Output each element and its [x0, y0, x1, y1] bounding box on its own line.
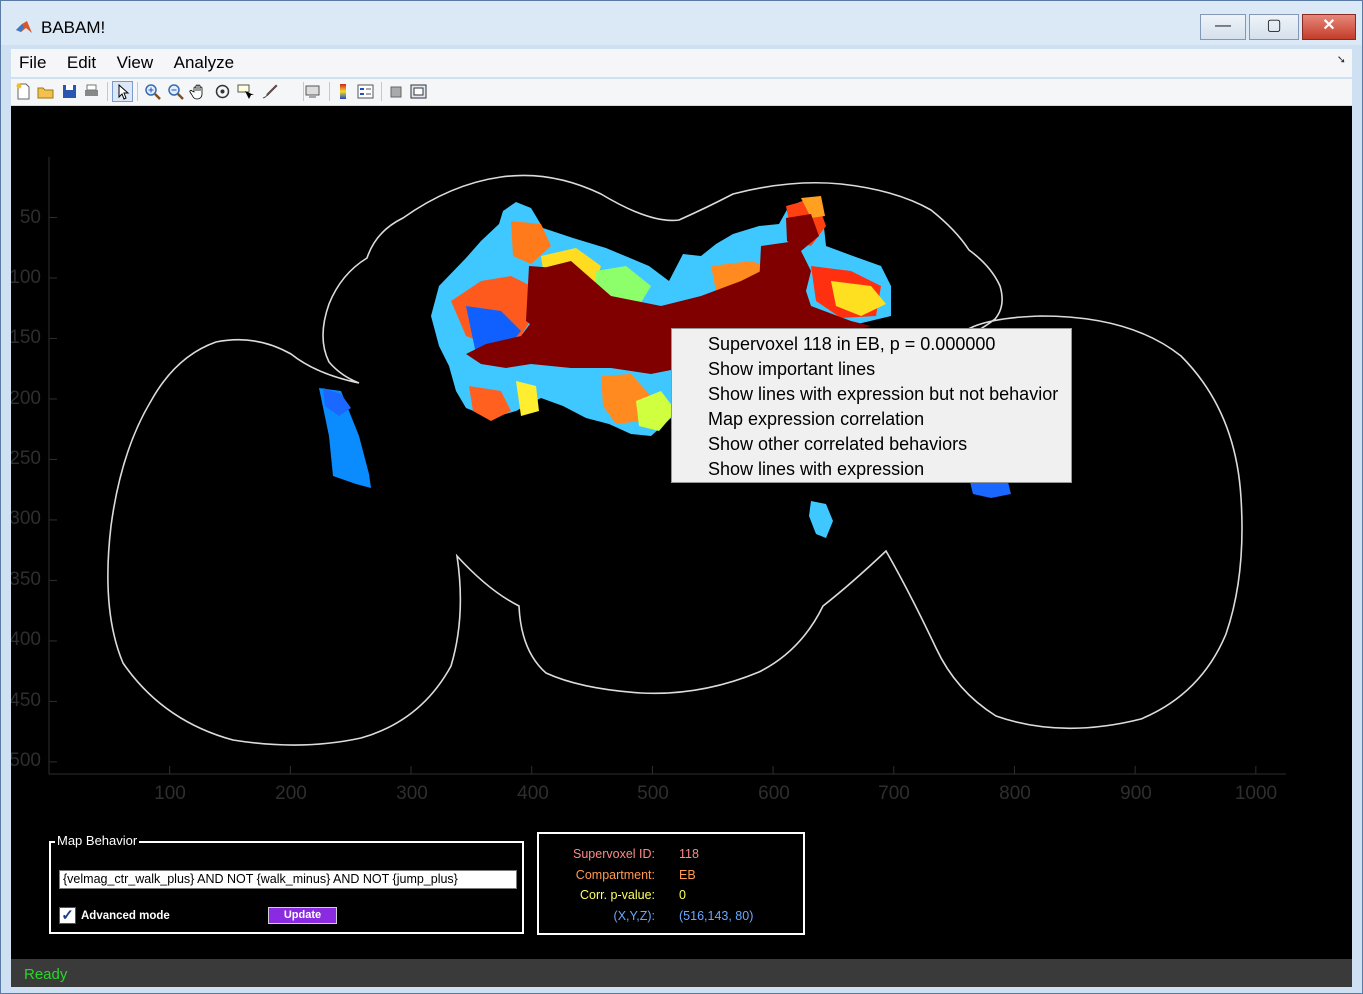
brain-outline [107, 174, 1243, 746]
minimize-button[interactable]: — [1200, 14, 1246, 40]
supervoxel-info-panel: Supervoxel ID: 118 Compartment: EB Corr.… [537, 832, 805, 935]
close-button[interactable]: ✕ [1302, 14, 1356, 40]
advanced-mode-checkbox[interactable]: ✓ [59, 907, 76, 924]
update-button[interactable]: Update [268, 907, 337, 924]
context-menu-item-supervoxel[interactable]: Supervoxel 118 in EB, p = 0.000000 [708, 334, 996, 354]
brain-map-axes[interactable] [11, 106, 1352, 959]
pointer-icon[interactable] [112, 81, 133, 102]
y-tick-label: 450 [11, 690, 41, 711]
compartment-value: EB [679, 868, 696, 882]
context-menu: Supervoxel 118 in EB, p = 0.000000 Show … [671, 328, 1072, 483]
y-tick-label: 200 [11, 388, 41, 409]
advanced-mode-label: Advanced mode [81, 910, 170, 922]
context-menu-item-correlated-behaviors[interactable]: Show other correlated behaviors [708, 434, 968, 454]
print-icon[interactable] [82, 82, 101, 101]
window-title: BABAM! [41, 18, 106, 37]
y-tick-label: 250 [11, 448, 41, 469]
context-menu-item-expression-not-behavior[interactable]: Show lines with expression but not behav… [708, 384, 1059, 404]
x-tick-label: 200 [275, 783, 307, 804]
new-figure-icon[interactable] [14, 82, 33, 101]
compartment-label: Compartment: [575, 868, 655, 882]
zoom-out-icon[interactable] [166, 82, 185, 101]
menu-file[interactable]: File [19, 53, 47, 72]
menu-edit[interactable]: Edit [66, 53, 97, 72]
colorbar-icon[interactable] [334, 82, 353, 101]
x-tick-label: 700 [878, 783, 910, 804]
y-tick-label: 300 [11, 508, 41, 529]
legend-icon[interactable] [356, 82, 375, 101]
menu-bar: File Edit View Analyze ➘ [11, 49, 1352, 77]
title-bar[interactable]: BABAM! — ▢ ✕ [1, 1, 1362, 45]
x-tick-label: 800 [999, 783, 1031, 804]
y-tick-label: 100 [11, 267, 41, 288]
y-tick-label: 500 [11, 750, 41, 771]
corr-pvalue-value: 0 [679, 888, 686, 902]
y-tick-label: 400 [11, 629, 41, 650]
y-tick-label: 50 [19, 207, 41, 228]
hide-plot-tools-icon[interactable] [387, 82, 406, 101]
map-behavior-panel: Map Behavior {velmag_ctr_walk_plus} AND … [49, 833, 524, 934]
x-tick-label: 1000 [1234, 783, 1278, 804]
supervoxel-id-label: Supervoxel ID: [573, 847, 655, 861]
figure-area: 50 100 150 200 250 300 350 400 450 500 1… [11, 106, 1352, 959]
x-tick-label: 100 [154, 783, 186, 804]
open-file-icon[interactable] [36, 82, 55, 101]
supervoxel-id-value: 118 [679, 847, 699, 861]
maximize-button[interactable]: ▢ [1249, 14, 1299, 40]
pan-icon[interactable] [189, 82, 208, 101]
rotate-icon[interactable] [213, 82, 232, 101]
link-icon[interactable] [303, 82, 322, 101]
corr-pvalue-label: Corr. p-value: [579, 888, 655, 902]
context-menu-item-lines-with-expression[interactable]: Show lines with expression [708, 459, 925, 479]
data-cursor-icon[interactable] [236, 82, 255, 101]
y-tick-label: 350 [11, 569, 41, 590]
x-tick-label: 600 [758, 783, 790, 804]
y-tick-label: 150 [11, 327, 41, 348]
show-plot-tools-icon[interactable] [409, 82, 428, 101]
menu-overflow-icon[interactable]: ➘ [1336, 54, 1346, 66]
xyz-value: (516,143, 80) [679, 909, 754, 923]
x-tick-label: 300 [396, 783, 428, 804]
map-behavior-title: Map Behavior [55, 833, 140, 849]
toolbar [11, 79, 1352, 106]
x-tick-label: 400 [517, 783, 549, 804]
context-menu-item-important-lines[interactable]: Show important lines [708, 359, 876, 379]
supervoxel-heatmap [319, 196, 1011, 538]
brush-icon[interactable] [260, 82, 279, 101]
menu-view[interactable]: View [116, 53, 154, 72]
status-bar: Ready [11, 959, 1352, 987]
behavior-query-input[interactable]: {velmag_ctr_walk_plus} AND NOT {walk_min… [59, 870, 517, 889]
context-menu-item-map-expression-correlation[interactable]: Map expression correlation [708, 409, 925, 429]
x-tick-label: 500 [637, 783, 669, 804]
menu-analyze[interactable]: Analyze [173, 53, 235, 72]
status-text: Ready [24, 966, 68, 983]
zoom-in-icon[interactable] [143, 82, 162, 101]
save-icon[interactable] [60, 82, 79, 101]
x-tick-label: 900 [1120, 783, 1152, 804]
matlab-logo-icon [16, 21, 32, 33]
xyz-label: (X,Y,Z): [613, 909, 655, 923]
